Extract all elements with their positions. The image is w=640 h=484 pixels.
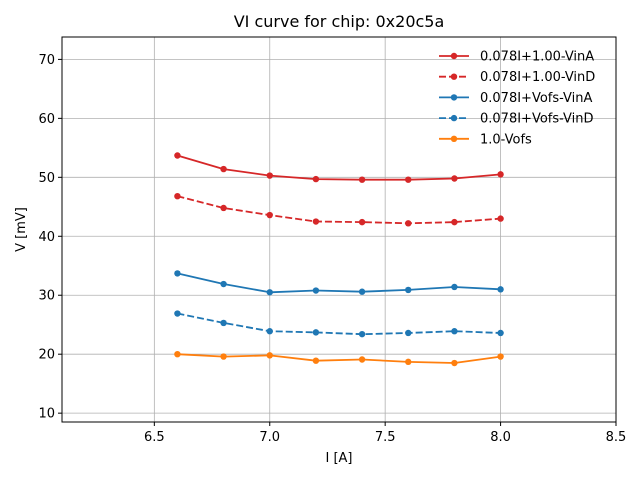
data-point <box>266 289 273 296</box>
x-tick-label: 7.0 <box>259 430 280 445</box>
y-tick-label: 70 <box>38 53 55 68</box>
data-point <box>358 218 366 226</box>
data-point <box>174 192 181 200</box>
legend-swatch-marker <box>450 73 458 80</box>
legend-item: 0.078I+1.00-VinD <box>439 70 595 85</box>
data-point <box>451 328 458 335</box>
data-point <box>312 329 320 336</box>
data-point <box>405 329 412 337</box>
data-point <box>174 350 181 358</box>
data-point <box>220 204 227 212</box>
data-point <box>497 171 504 178</box>
data-point <box>497 353 504 360</box>
data-point <box>358 330 366 338</box>
x-axis-ticks: 6.5 7.0 7.5 8.0 8.5 <box>144 422 626 445</box>
series-1 <box>174 192 504 227</box>
data-point <box>497 215 504 222</box>
legend-label: 0.078I+Vofs-VinA <box>480 91 593 106</box>
series-line <box>177 353 501 364</box>
data-point <box>220 353 227 360</box>
x-tick-label: 7.5 <box>375 430 396 445</box>
legend-item: 0.078I+1.00-VinA <box>439 50 594 65</box>
y-tick-label: 50 <box>38 171 55 186</box>
data-point <box>358 356 366 363</box>
y-axis-label: V [mV] <box>14 207 29 252</box>
data-point <box>451 283 458 291</box>
series-2 <box>174 270 504 296</box>
legend-item: 1.0-Vofs <box>439 132 532 147</box>
x-axis-label: I [A] <box>325 451 352 466</box>
y-axis-ticks: 10 20 30 40 50 60 70 <box>38 53 62 422</box>
data-point <box>451 359 458 367</box>
legend-swatch-marker <box>450 135 458 142</box>
y-tick-label: 20 <box>38 348 55 363</box>
data-point <box>358 288 366 295</box>
series-line <box>177 154 501 181</box>
legend: 0.078I+1.00-VinA 0.078I+1.00-VinD 0.078I+V… <box>439 50 595 147</box>
data-point <box>266 352 273 359</box>
legend-swatch-marker <box>450 52 458 60</box>
y-tick-label: 40 <box>38 230 55 245</box>
x-tick-label: 8.0 <box>490 430 511 445</box>
data-point <box>312 287 320 294</box>
legend-label: 0.078I+1.00-VinA <box>480 50 594 65</box>
data-point <box>405 220 412 227</box>
data-point <box>405 286 412 294</box>
axes-frame <box>61 36 617 423</box>
y-tick-label: 10 <box>38 407 55 422</box>
legend-item: 0.078I+Vofs-VinA <box>439 91 593 106</box>
series-4 <box>174 350 504 367</box>
data-point <box>358 176 366 183</box>
data-point <box>405 176 412 183</box>
data-point <box>220 319 227 327</box>
legend-swatch-marker <box>450 114 458 122</box>
data-point <box>312 357 320 364</box>
data-point <box>266 328 273 335</box>
data-point <box>451 218 458 226</box>
chart-title: VI curve for chip: 0x20c5a <box>234 12 445 31</box>
series-line <box>177 312 501 336</box>
series-3 <box>174 310 504 338</box>
series-line <box>177 195 501 225</box>
legend-label: 0.078I+Vofs-VinD <box>480 112 594 127</box>
series-layer <box>174 152 504 367</box>
series-line <box>177 272 501 294</box>
data-point <box>266 172 273 179</box>
data-point <box>174 152 181 159</box>
data-point <box>266 211 273 219</box>
legend-swatch-marker <box>450 94 458 101</box>
data-point <box>312 218 320 225</box>
legend-item: 0.078I+Vofs-VinD <box>439 112 594 127</box>
data-point <box>312 175 320 183</box>
x-tick-label: 6.5 <box>144 430 165 445</box>
legend-label: 1.0-Vofs <box>480 132 532 147</box>
data-point <box>174 310 181 317</box>
data-point <box>405 358 412 366</box>
data-point <box>174 270 181 277</box>
data-point <box>220 280 227 288</box>
data-point <box>497 286 504 293</box>
data-point <box>451 175 458 182</box>
y-tick-label: 30 <box>38 289 55 304</box>
legend-label: 0.078I+1.00-VinD <box>480 70 595 85</box>
series-0 <box>174 152 504 183</box>
y-tick-label: 60 <box>38 112 55 127</box>
data-point <box>497 329 504 337</box>
data-point <box>220 165 227 173</box>
x-tick-label: 8.5 <box>606 430 627 445</box>
